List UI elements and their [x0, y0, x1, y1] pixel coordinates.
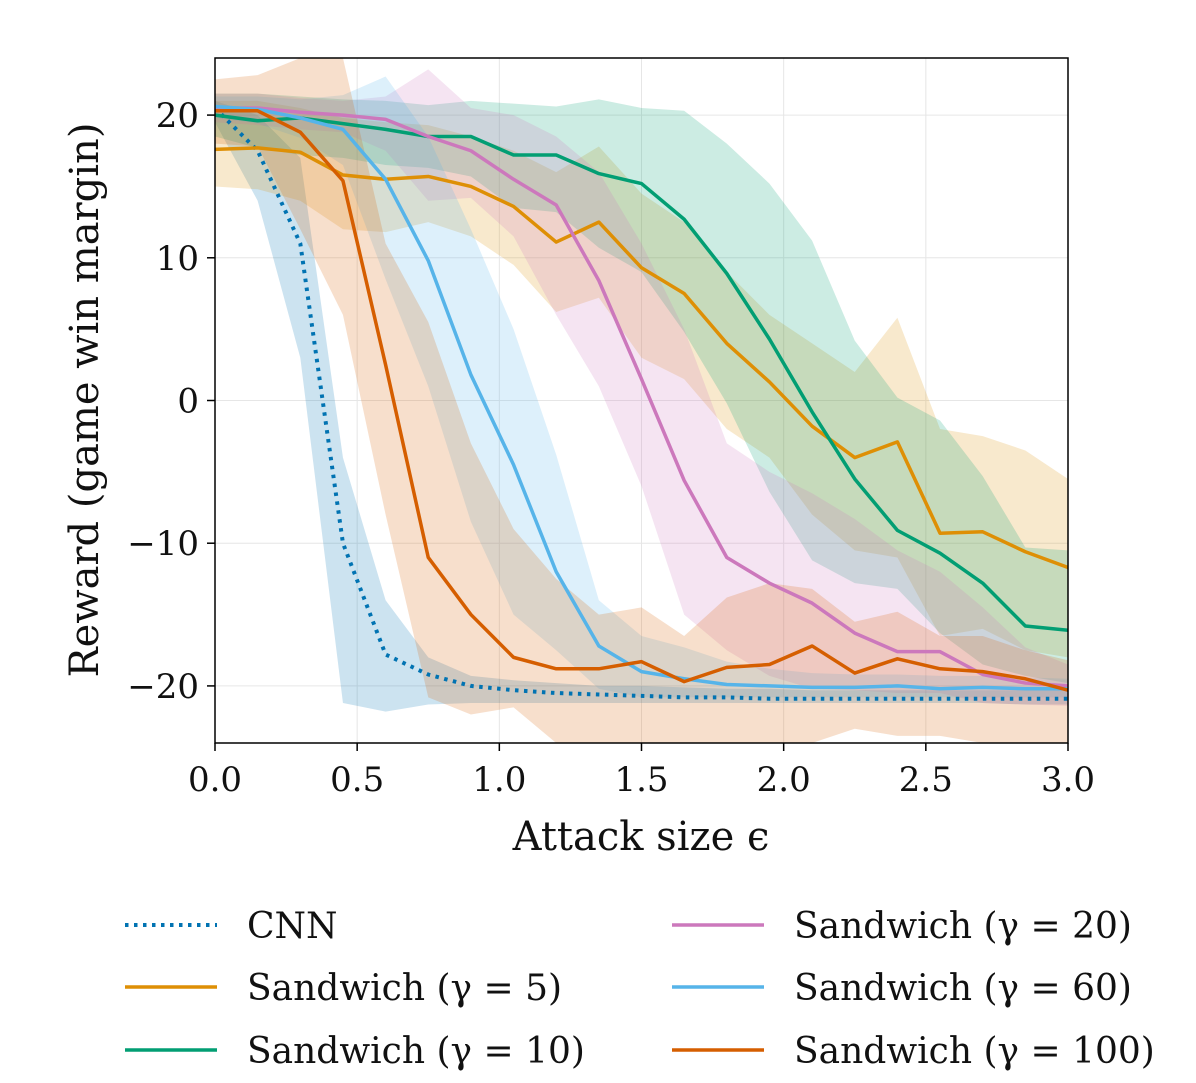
- legend-label-5: Sandwich (γ = 100): [794, 1031, 1155, 1072]
- y-axis-label: Reward (game win margin): [62, 123, 108, 678]
- x-axis-ticks: 0.0 0.5 1.0 1.5 2.0 2.5 3.0: [188, 743, 1095, 800]
- y-axis-ticks: −20 −10 0 10 20: [127, 96, 215, 707]
- band-series-4: [215, 76, 1068, 698]
- line-series-0: [215, 106, 1068, 701]
- line-series-5: [215, 109, 1068, 692]
- band-series-0: [215, 100, 1068, 712]
- x-axis-label: Attack size ϵ: [512, 814, 770, 860]
- y-tick-label: 20: [156, 96, 199, 136]
- band-series-2: [215, 93, 1068, 684]
- legend-label-0: CNN: [247, 906, 338, 947]
- x-tick-label: 0.0: [188, 760, 242, 800]
- series-lines: [215, 104, 1068, 701]
- x-tick-label: 1.0: [472, 760, 526, 800]
- confidence-bands: [215, 58, 1068, 743]
- line-series-1: [215, 146, 1068, 570]
- x-tick-label: 3.0: [1041, 760, 1095, 800]
- legend: CNN Sandwich (γ = 5) Sandwich (γ = 10) Sand…: [125, 906, 1155, 1072]
- x-tick-label: 1.5: [614, 760, 668, 800]
- y-tick-label: −10: [127, 524, 199, 564]
- legend-label-3: Sandwich (γ = 20): [794, 906, 1132, 947]
- legend-label-2: Sandwich (γ = 10): [247, 1031, 585, 1072]
- legend-label-4: Sandwich (γ = 60): [794, 968, 1132, 1009]
- y-tick-label: −20: [127, 667, 199, 707]
- x-tick-label: 2.0: [757, 760, 811, 800]
- y-tick-label: 0: [177, 382, 199, 422]
- band-series-1: [215, 100, 1068, 658]
- x-tick-label: 2.5: [899, 760, 953, 800]
- line-series-3: [215, 106, 1068, 688]
- y-tick-label: 10: [156, 239, 199, 279]
- band-series-3: [215, 69, 1068, 706]
- line-series-4: [215, 104, 1068, 691]
- legend-label-1: Sandwich (γ = 5): [247, 968, 562, 1009]
- band-series-5: [215, 58, 1068, 743]
- x-tick-label: 0.5: [330, 760, 384, 800]
- line-series-2: [215, 113, 1068, 633]
